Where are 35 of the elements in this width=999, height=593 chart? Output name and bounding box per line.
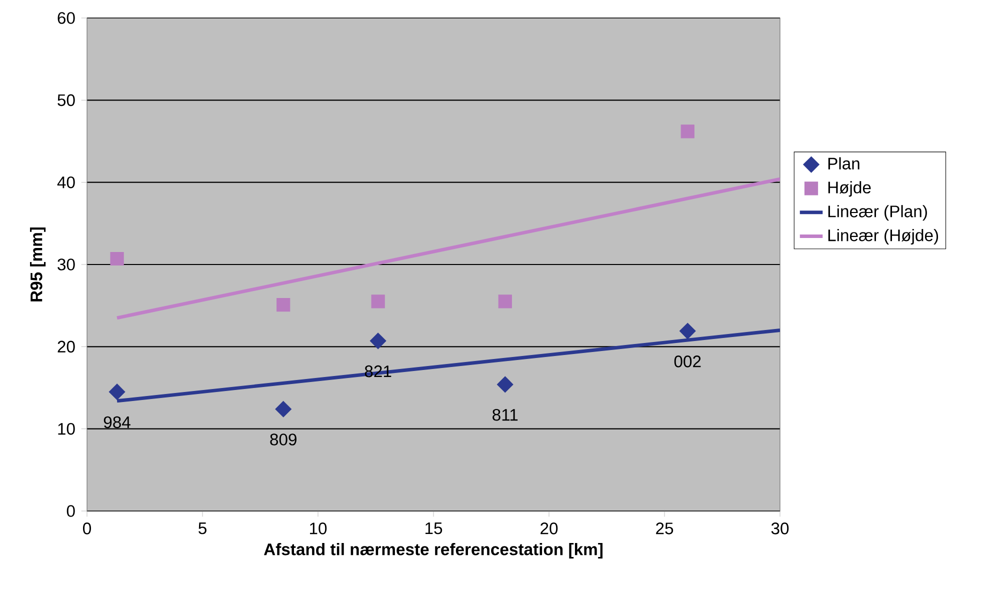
annotation: 811 xyxy=(492,408,518,421)
annotation: 809 xyxy=(270,434,296,446)
legend-label: Plan xyxy=(828,157,860,170)
x-axis-title: Afstand til nærmeste referencestation [km] xyxy=(264,543,602,559)
legend-label: Lineær (Plan) xyxy=(828,205,927,221)
point xyxy=(496,376,514,393)
point xyxy=(276,298,290,312)
x-tick-label: 20 xyxy=(540,522,558,534)
y-tick-label: 20 xyxy=(58,340,75,353)
y-axis-title: R95 [mm] xyxy=(30,227,46,302)
point xyxy=(275,400,292,418)
point xyxy=(108,384,126,400)
x-tick-label: 5 xyxy=(198,522,206,534)
x-tick-label: 15 xyxy=(426,522,442,534)
y-tick-label: 50 xyxy=(58,94,75,106)
annotation: 984 xyxy=(104,416,130,428)
legend-label: Lineær (Højde) xyxy=(828,228,938,245)
annotation: 002 xyxy=(674,356,701,368)
x-tick-label: 25 xyxy=(656,522,674,534)
annotation: 821 xyxy=(364,365,392,378)
point xyxy=(370,332,386,350)
y-tick-label: 30 xyxy=(58,258,75,270)
x-tick-label: 10 xyxy=(310,522,327,534)
x-tick-label: 0 xyxy=(83,522,91,534)
point xyxy=(498,294,512,308)
y-tick-label: 60 xyxy=(58,12,75,24)
y-tick-label: 10 xyxy=(58,422,75,435)
point xyxy=(679,322,696,340)
legend-label: Højde xyxy=(828,181,871,197)
point xyxy=(680,124,694,138)
point xyxy=(110,252,124,266)
point xyxy=(371,294,385,308)
y-tick-label: 40 xyxy=(57,176,75,188)
x-tick-label: 30 xyxy=(771,522,789,534)
y-tick-label: 0 xyxy=(66,505,75,517)
